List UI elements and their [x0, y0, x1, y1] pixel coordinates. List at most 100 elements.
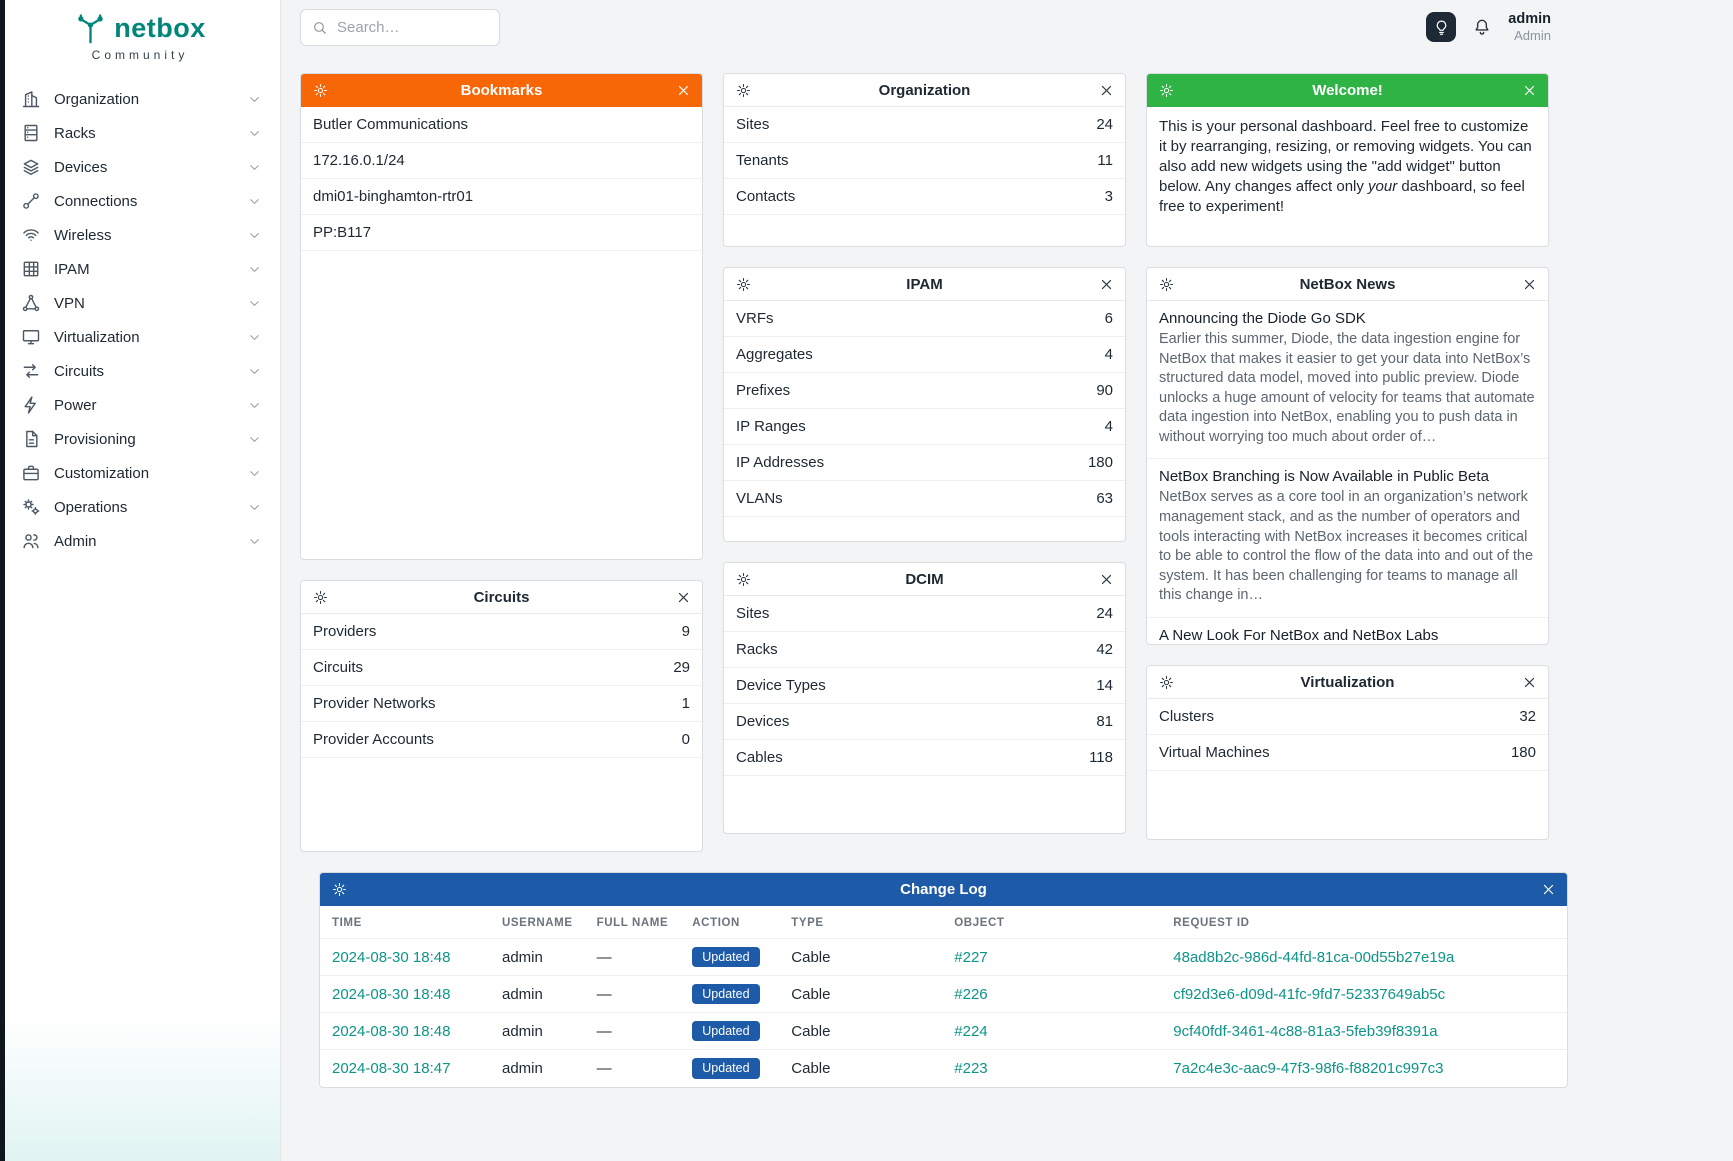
sidebar-item-provisioning[interactable]: Provisioning: [0, 422, 280, 456]
changelog-request-id-link[interactable]: 48ad8b2c-986d-44fd-81ca-00d55b27e19a: [1173, 948, 1455, 966]
gear-icon: [332, 882, 347, 897]
changelog-request-id-link[interactable]: 7a2c4e3c-aac9-47f3-98f6-f88201c997c3: [1173, 1059, 1444, 1077]
sidebar-item-power[interactable]: Power: [0, 388, 280, 422]
search-input[interactable]: [337, 19, 488, 36]
widget-close-button[interactable]: [673, 587, 693, 607]
sidebar-item-admin[interactable]: Admin: [0, 524, 280, 558]
chevron-down-icon: [247, 432, 262, 447]
changelog-username: admin: [490, 975, 585, 1013]
monitor-icon: [21, 327, 41, 347]
bookmark-item[interactable]: dmi01-binghamton-rtr01: [301, 179, 702, 215]
stat-label[interactable]: Aggregates: [736, 346, 813, 363]
sidebar-item-label: Power: [54, 396, 97, 414]
stat-label[interactable]: Sites: [736, 116, 770, 133]
stat-label[interactable]: Racks: [736, 641, 778, 658]
theme-toggle-button[interactable]: [1426, 12, 1457, 43]
user-menu[interactable]: admin Admin: [1508, 11, 1551, 44]
sidebar-item-customization[interactable]: Customization: [0, 456, 280, 490]
stat-label[interactable]: Tenants: [736, 152, 789, 169]
sidebar-item-circuits[interactable]: Circuits: [0, 354, 280, 388]
stat-label[interactable]: IP Addresses: [736, 454, 825, 471]
sidebar-item-racks[interactable]: Racks: [0, 116, 280, 150]
bookmark-item[interactable]: 172.16.0.1/24: [301, 143, 702, 179]
widget-welcome: Welcome! This is your personal dashboard…: [1146, 73, 1549, 247]
changelog-request-id-link[interactable]: cf92d3e6-d09d-41fc-9fd7-52337649ab5c: [1173, 985, 1446, 1003]
sidebar-item-organization[interactable]: Organization: [0, 82, 280, 116]
widget-close-button[interactable]: [673, 80, 693, 100]
stat-row: Tenants 11: [724, 143, 1125, 179]
changelog-time-link[interactable]: 2024-08-30 18:48: [332, 1022, 451, 1040]
stat-row: Prefixes 90: [724, 373, 1125, 409]
stat-label[interactable]: Device Types: [736, 677, 826, 694]
bookmark-item[interactable]: Butler Communications: [301, 107, 702, 143]
notifications-button[interactable]: [1469, 14, 1495, 40]
sidebar-item-virtualization[interactable]: Virtualization: [0, 320, 280, 354]
widget-close-button[interactable]: [1096, 274, 1116, 294]
widget-body: Clusters 32 Virtual Machines 180: [1147, 699, 1548, 839]
changelog-time-link[interactable]: 2024-08-30 18:48: [332, 985, 451, 1003]
stat-label[interactable]: Circuits: [313, 659, 364, 676]
stat-value: 24: [1096, 116, 1113, 133]
widget-dcim: DCIM Sites 24 Racks 42 Device: [723, 562, 1126, 834]
stat-label[interactable]: VRFs: [736, 310, 774, 327]
news-article-title[interactable]: NetBox Branching is Now Available in Pub…: [1159, 468, 1489, 486]
sidebar-item-ipam[interactable]: IPAM: [0, 252, 280, 286]
widget-config-button[interactable]: [310, 80, 330, 100]
widget-config-button[interactable]: [733, 569, 753, 589]
close-icon: [1522, 675, 1537, 690]
widget-header: DCIM: [724, 563, 1125, 596]
news-article-title[interactable]: A New Look For NetBox and NetBox Labs: [1159, 626, 1439, 644]
sidebar-item-connections[interactable]: Connections: [0, 184, 280, 218]
widget-change-log: Change Log TIME USERNAME FULL NAME ACTIO: [319, 872, 1568, 1088]
widget-close-button[interactable]: [1538, 879, 1558, 899]
changelog-object-link[interactable]: #223: [954, 1059, 988, 1077]
widget-close-button[interactable]: [1096, 80, 1116, 100]
widget-close-button[interactable]: [1096, 569, 1116, 589]
stat-label[interactable]: Contacts: [736, 188, 796, 205]
stat-label[interactable]: Provider Accounts: [313, 731, 434, 748]
news-article-title[interactable]: Announcing the Diode Go SDK: [1159, 310, 1366, 327]
changelog-object-link[interactable]: #224: [954, 1022, 988, 1040]
widget-config-button[interactable]: [1156, 274, 1176, 294]
widget-close-button[interactable]: [1519, 80, 1539, 100]
sidebar-item-vpn[interactable]: VPN: [0, 286, 280, 320]
stat-label[interactable]: Provider Networks: [313, 695, 436, 712]
sidebar-nav: Organization Racks Devices Connections W…: [0, 82, 280, 558]
widget-config-button[interactable]: [329, 879, 349, 899]
stat-label[interactable]: Clusters: [1159, 708, 1215, 725]
sidebar-item-wireless[interactable]: Wireless: [0, 218, 280, 252]
stat-label[interactable]: VLANs: [736, 490, 783, 507]
changelog-time-link[interactable]: 2024-08-30 18:48: [332, 948, 451, 966]
changelog-request-id-link[interactable]: 9cf40fdf-3461-4c88-81a3-5feb39f8391a: [1173, 1022, 1438, 1040]
chevron-down-icon: [247, 92, 262, 107]
changelog-object-link[interactable]: #226: [954, 985, 988, 1003]
logo[interactable]: netbox Community: [0, 0, 280, 62]
stat-row: Clusters 32: [1147, 699, 1548, 735]
stat-label[interactable]: Prefixes: [736, 382, 791, 399]
widget-header: Change Log: [320, 873, 1567, 906]
stat-label[interactable]: IP Ranges: [736, 418, 806, 435]
widget-config-button[interactable]: [310, 587, 330, 607]
stat-label[interactable]: Devices: [736, 713, 790, 730]
close-icon: [1522, 277, 1537, 292]
widget-config-button[interactable]: [733, 80, 753, 100]
gear-icon: [736, 83, 751, 98]
widget-config-button[interactable]: [1156, 672, 1176, 692]
sidebar-item-operations[interactable]: Operations: [0, 490, 280, 524]
gear-icon: [736, 277, 751, 292]
widget-title: DCIM: [905, 570, 944, 588]
stat-label[interactable]: Cables: [736, 749, 783, 766]
widget-config-button[interactable]: [733, 274, 753, 294]
changelog-time-link[interactable]: 2024-08-30 18:47: [332, 1059, 451, 1077]
sidebar-item-label: Devices: [54, 158, 108, 176]
stat-label[interactable]: Virtual Machines: [1159, 744, 1270, 761]
widget-config-button[interactable]: [1156, 80, 1176, 100]
stat-label[interactable]: Providers: [313, 623, 377, 640]
bookmark-item[interactable]: PP:B117: [301, 215, 702, 251]
widget-close-button[interactable]: [1519, 672, 1539, 692]
stat-label[interactable]: Sites: [736, 605, 770, 622]
sidebar-item-devices[interactable]: Devices: [0, 150, 280, 184]
sidebar-item-label: Virtualization: [54, 328, 140, 346]
widget-close-button[interactable]: [1519, 274, 1539, 294]
changelog-object-link[interactable]: #227: [954, 948, 988, 966]
